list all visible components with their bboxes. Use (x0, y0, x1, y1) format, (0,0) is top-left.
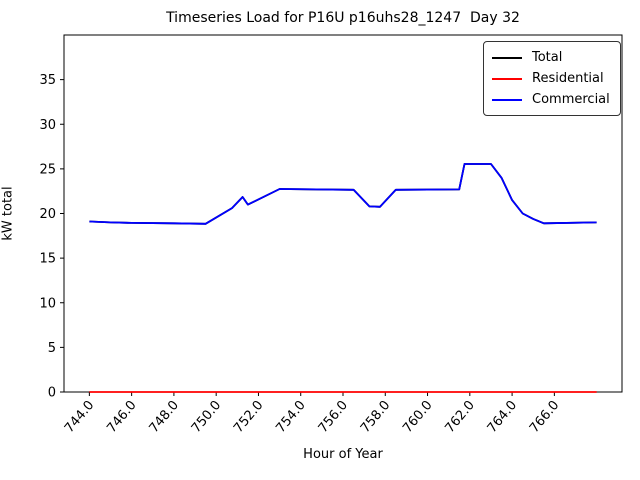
x-tick-label: 760.0 (400, 398, 435, 436)
legend: Total Residential Commercial (483, 41, 621, 116)
legend-line-swatch (492, 77, 522, 80)
legend-label: Residential (532, 71, 604, 86)
y-tick-label: 15 (39, 252, 56, 267)
y-tick-label: 20 (39, 207, 56, 222)
x-tick-label: 752.0 (231, 398, 266, 436)
legend-label: Total (532, 50, 563, 65)
y-tick-label: 35 (39, 73, 56, 88)
series-line-total (89, 163, 597, 225)
x-tick-label: 744.0 (62, 398, 97, 436)
series-line-commercial (89, 163, 597, 225)
y-tick-label: 10 (39, 296, 56, 311)
y-tick-label: 0 (48, 386, 56, 401)
legend-entry-residential: Residential (492, 68, 610, 89)
y-tick-label: 30 (39, 118, 56, 133)
legend-line-swatch (492, 98, 522, 101)
legend-label: Commercial (532, 92, 610, 107)
x-tick-label: 756.0 (316, 398, 351, 436)
x-tick-label: 754.0 (273, 398, 308, 436)
x-tick-label: 766.0 (527, 398, 562, 436)
legend-line-swatch (492, 56, 522, 59)
chart-title: Timeseries Load for P16U p16uhs28_1247 D… (166, 10, 520, 26)
x-tick-label: 764.0 (485, 398, 520, 436)
legend-entry-commercial: Commercial (492, 89, 610, 110)
y-axis-label: kW total (0, 186, 16, 241)
y-tick-label: 25 (39, 162, 56, 177)
x-tick-label: 746.0 (104, 398, 139, 436)
x-tick-label: 762.0 (442, 398, 477, 436)
x-tick-label: 748.0 (147, 398, 182, 436)
x-axis-label: Hour of Year (303, 447, 383, 462)
legend-entry-total: Total (492, 47, 610, 68)
x-tick-label: 750.0 (189, 398, 224, 436)
y-tick-label: 5 (48, 341, 56, 356)
x-tick-label: 758.0 (358, 398, 393, 436)
